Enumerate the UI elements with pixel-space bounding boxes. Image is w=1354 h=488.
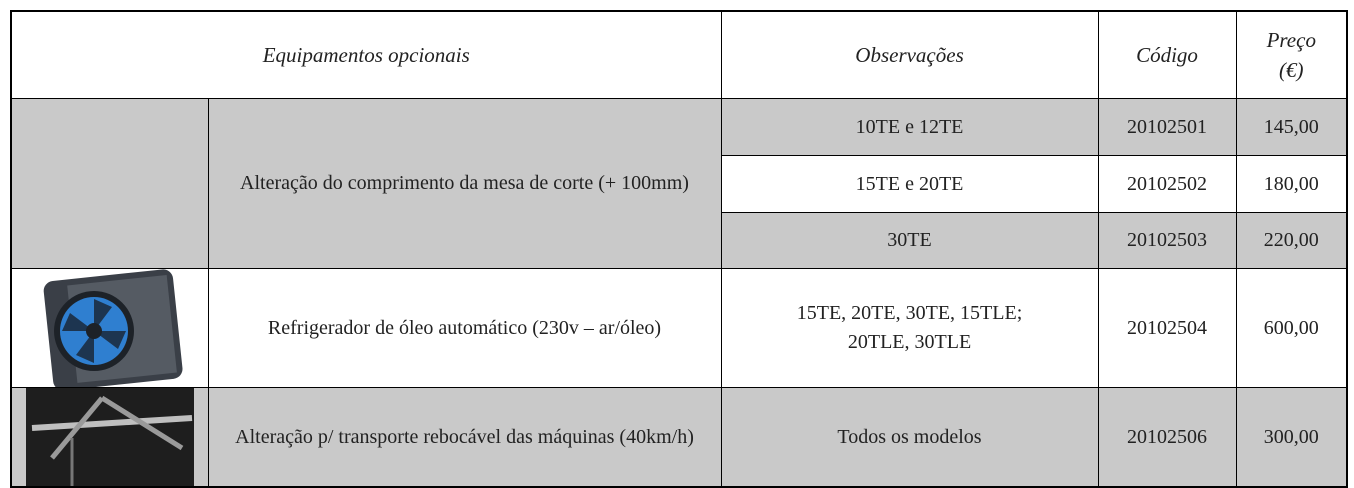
row: 15TE e 20TE 20102502 180,00 [11, 155, 1348, 213]
header-cell: Observações [720, 10, 1099, 99]
price-table: Equipamentos opcionais Observações Códig… [10, 10, 1349, 488]
trailer-image [26, 388, 194, 486]
row: Refrigerador de óleo automático (230v – … [10, 268, 1348, 388]
price: 220,00 [1235, 212, 1348, 269]
price: 180,00 [1235, 155, 1348, 213]
header-row: Equipamentos opcionais Observações Códig… [10, 10, 1348, 99]
price: 145,00 [1235, 98, 1348, 156]
image-cell [10, 387, 209, 488]
header-cell: Código [1097, 10, 1237, 99]
row: Alteração do comprimento da mesa de cort… [10, 98, 1348, 269]
price: 600,00 [1235, 268, 1348, 388]
equipment: Alteração p/ transporte rebocável das má… [207, 387, 722, 488]
observations: 30TE [720, 212, 1099, 269]
observations: 15TE e 20TE [720, 155, 1099, 213]
row: Alteração p/ transporte rebocável das má… [10, 387, 1348, 488]
code: 20102502 [1097, 155, 1237, 213]
code: 20102503 [1097, 212, 1237, 269]
image-cell [10, 98, 209, 269]
header-cell: Equipamentos opcionais [10, 10, 722, 99]
code: 20102506 [1097, 387, 1237, 488]
header-cell: Preço (€) [1235, 10, 1348, 99]
code: 20102504 [1097, 268, 1237, 388]
observations: Todos os modelos [720, 387, 1099, 488]
equipment: Refrigerador de óleo automático (230v – … [207, 268, 722, 388]
equipment: Alteração do comprimento da mesa de cort… [207, 98, 722, 269]
observations: 15TE, 20TE, 30TE, 15TLE; 20TLE, 30TLE [720, 268, 1099, 388]
observations: 10TE e 12TE [720, 98, 1099, 156]
row: 30TE 20102503 220,00 [11, 212, 1348, 269]
cooler-image [43, 269, 183, 387]
image-cell [10, 268, 209, 388]
price: 300,00 [1235, 387, 1348, 488]
code: 20102501 [1097, 98, 1237, 156]
